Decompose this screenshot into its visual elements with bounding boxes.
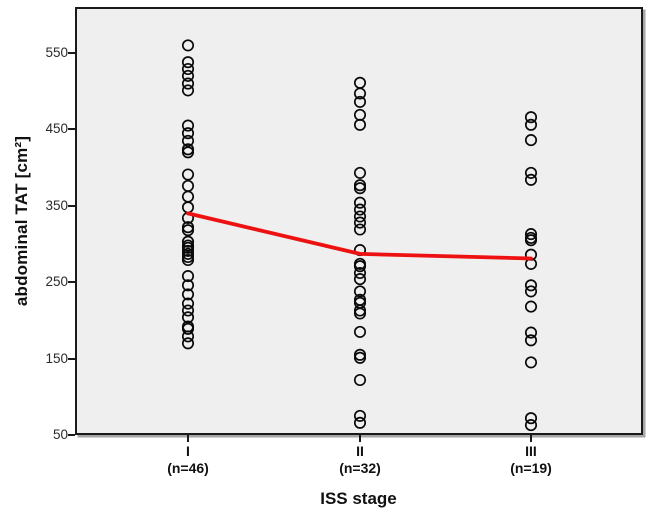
data-point (181, 224, 195, 237)
data-point (353, 108, 367, 121)
data-point (181, 241, 195, 254)
x-tick-label: III (525, 443, 537, 459)
data-point (181, 279, 195, 292)
data-point (181, 77, 195, 90)
data-point (353, 182, 367, 195)
data-point (353, 260, 367, 273)
data-point (181, 304, 195, 317)
y-tick-mark (68, 357, 75, 360)
plot-area (75, 7, 643, 435)
x-tick-mark (530, 435, 532, 442)
data-point (181, 168, 195, 181)
data-point (353, 373, 367, 387)
data-point (181, 179, 195, 192)
data-point (524, 300, 538, 313)
y-tick-mark (68, 434, 75, 436)
data-point (353, 351, 367, 364)
data-point (181, 190, 195, 203)
data-point (524, 173, 538, 186)
data-point (181, 84, 195, 97)
y-tick-mark (68, 52, 75, 54)
data-point (353, 223, 367, 236)
data-point (353, 325, 367, 338)
x-tick-mark (187, 435, 189, 442)
mean-line (186, 211, 533, 261)
x-tick-label: II (356, 443, 364, 459)
data-point (181, 253, 195, 267)
y-tick-label: 450 (45, 121, 68, 137)
data-point (524, 356, 538, 369)
scatter-svg (181, 39, 538, 432)
y-tick-label: 50 (52, 427, 68, 442)
x-n-label: (n=46) (167, 460, 209, 476)
data-point (181, 146, 195, 159)
data-point (353, 210, 367, 223)
x-n-label: (n=19) (510, 460, 552, 476)
data-point (181, 62, 195, 76)
y-tick-label: 150 (45, 350, 68, 366)
data-point (181, 288, 195, 301)
data-point (181, 134, 195, 147)
data-point (524, 118, 538, 131)
y-tick-label: 350 (45, 197, 68, 213)
data-point (353, 196, 367, 209)
data-point (181, 247, 195, 260)
data-point (353, 307, 367, 320)
y-tick-label: 250 (45, 274, 68, 290)
x-tick-label: I (186, 443, 190, 459)
data-point (353, 203, 367, 216)
data-point (524, 228, 538, 241)
data-point (181, 235, 195, 248)
x-axis-title: ISS stage (320, 489, 397, 508)
data-point (353, 216, 367, 229)
data-point (524, 279, 538, 292)
y-tick-mark (68, 204, 75, 207)
data-point (524, 334, 538, 347)
data-point (181, 127, 195, 140)
data-point (353, 285, 367, 298)
data-point (181, 311, 195, 324)
data-point (524, 234, 538, 247)
data-point (353, 266, 367, 280)
data-point (181, 119, 195, 132)
data-point (524, 134, 538, 147)
data-point (524, 419, 538, 432)
data-point (353, 273, 367, 286)
data-point (353, 118, 367, 131)
data-point (181, 337, 195, 350)
y-tick-mark (68, 128, 75, 131)
data-point (181, 39, 195, 52)
data-point (181, 322, 195, 335)
data-point (181, 69, 195, 82)
y-tick-label: 550 (45, 45, 68, 60)
data-point (181, 201, 195, 214)
data-point (524, 412, 538, 425)
data-point (353, 76, 367, 89)
data-point (524, 326, 538, 339)
data-point (181, 297, 195, 310)
data-point (353, 409, 367, 422)
data-point (524, 166, 538, 179)
x-n-label: (n=32) (339, 460, 381, 476)
data-point (353, 166, 367, 179)
data-point (353, 87, 367, 100)
data-point (181, 330, 195, 343)
data-point (181, 270, 195, 283)
data-point (353, 95, 367, 108)
data-point (181, 56, 195, 69)
data-point (524, 111, 538, 124)
x-tick-mark (359, 435, 361, 442)
data-point (353, 416, 367, 429)
y-tick-mark (68, 281, 75, 284)
data-point (524, 285, 538, 298)
